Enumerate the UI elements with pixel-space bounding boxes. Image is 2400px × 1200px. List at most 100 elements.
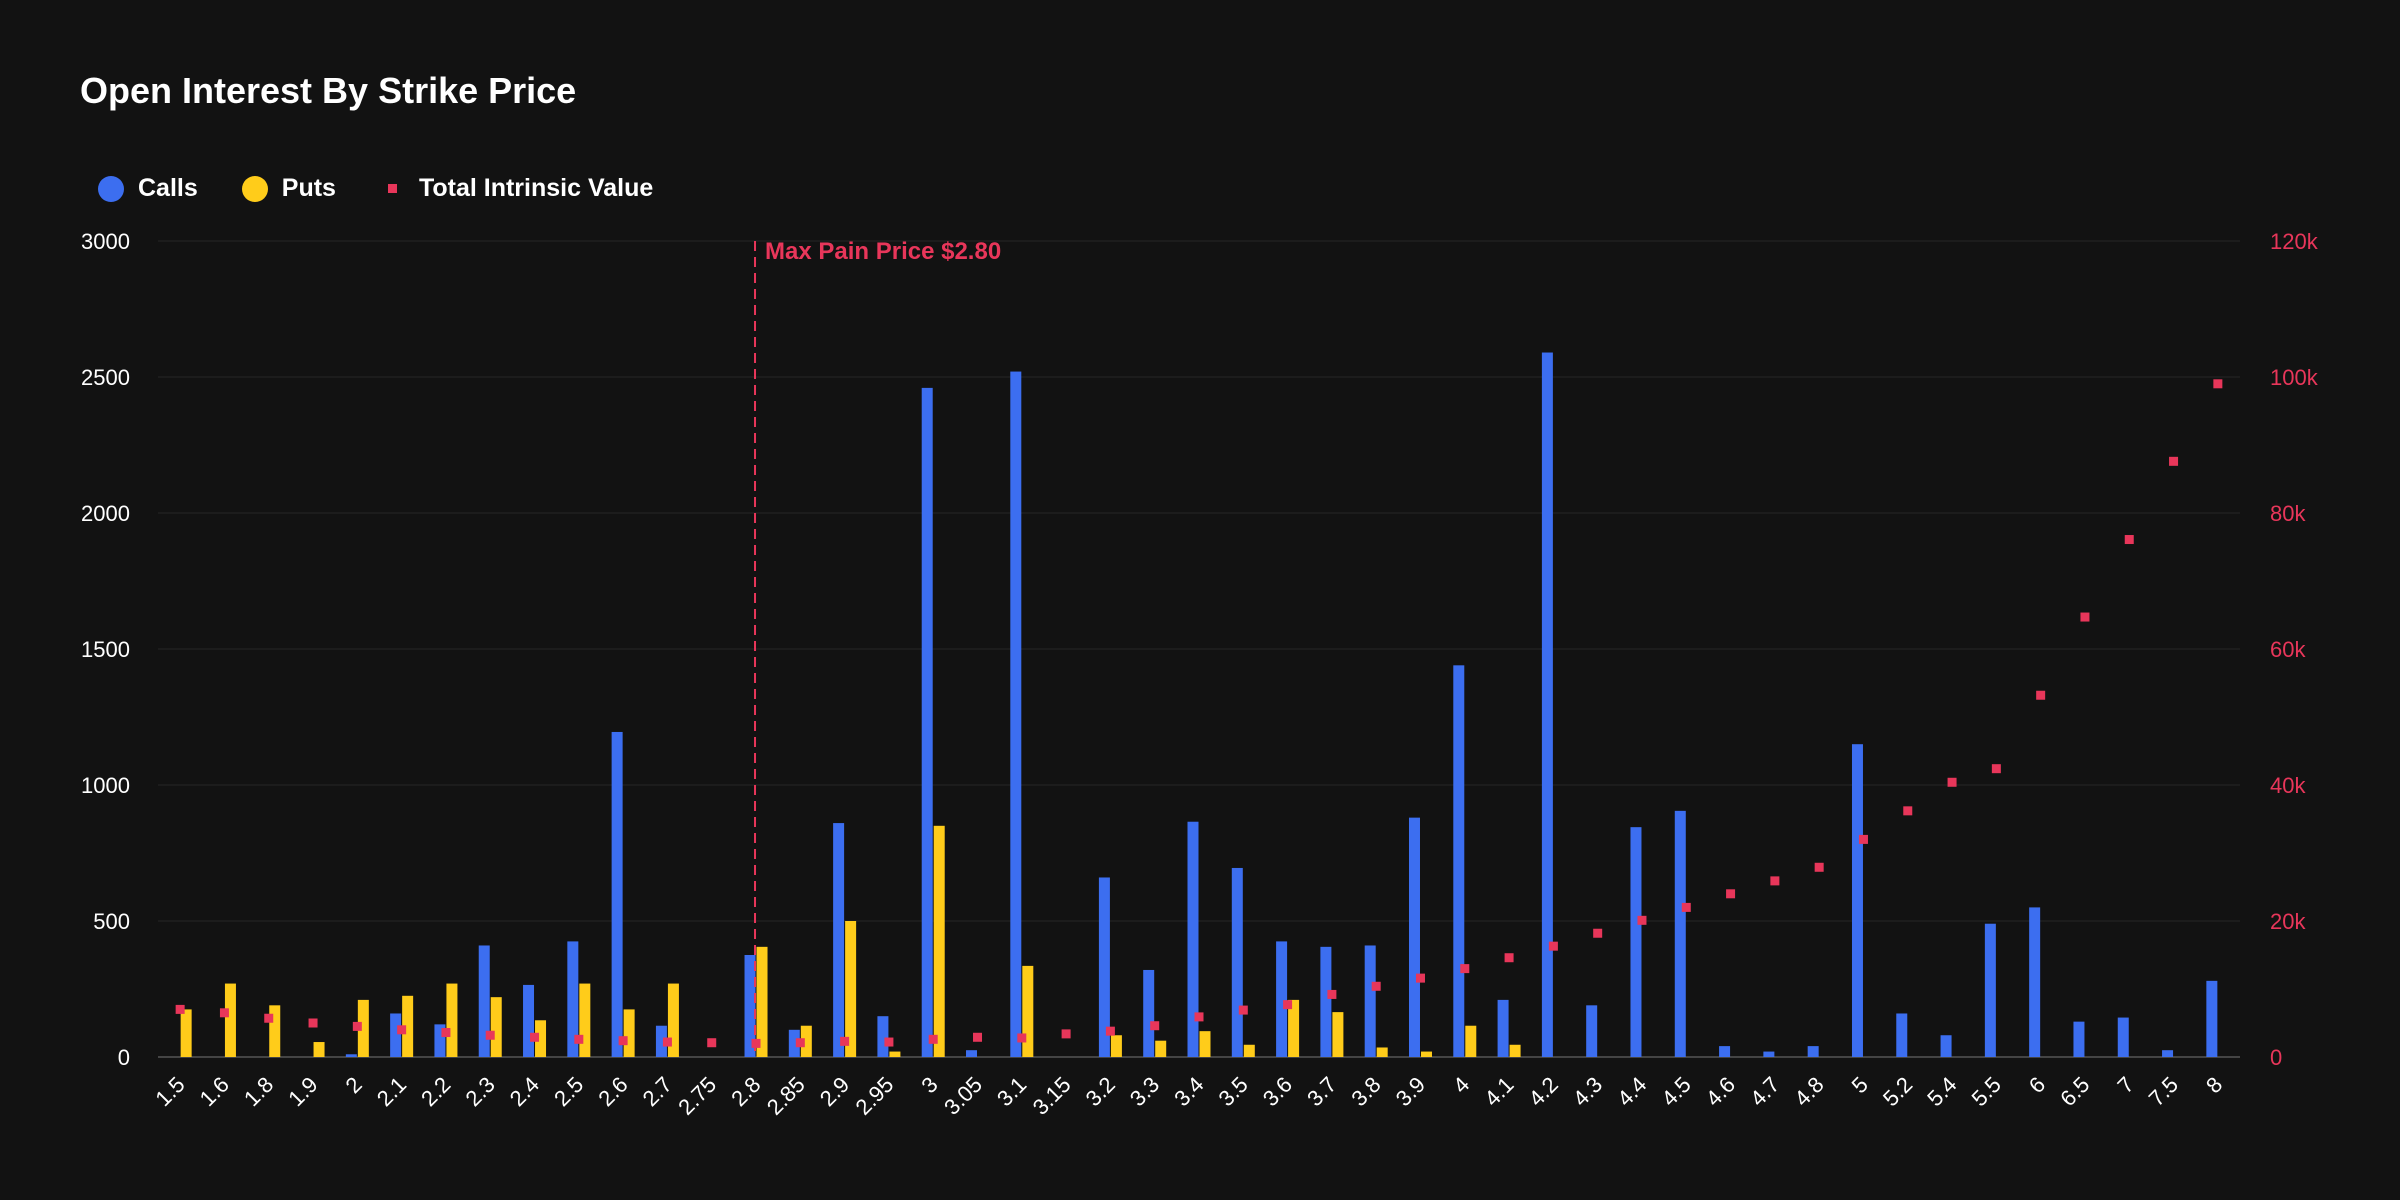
intrinsic-point[interactable] (928, 1034, 938, 1044)
intrinsic-point[interactable] (1283, 1000, 1293, 1010)
puts-bar[interactable] (1022, 965, 1034, 1057)
intrinsic-point[interactable] (485, 1030, 495, 1040)
calls-bar[interactable] (1364, 945, 1376, 1057)
calls-bar[interactable] (390, 1013, 402, 1057)
calls-bar[interactable] (1497, 999, 1509, 1057)
intrinsic-point[interactable] (397, 1025, 407, 1035)
intrinsic-point[interactable] (530, 1032, 540, 1042)
intrinsic-point[interactable] (308, 1018, 318, 1028)
calls-bar[interactable] (1807, 1046, 1819, 1057)
intrinsic-point[interactable] (707, 1038, 717, 1048)
calls-bar[interactable] (877, 1016, 889, 1057)
intrinsic-point[interactable] (618, 1036, 628, 1046)
puts-bar[interactable] (1199, 1031, 1211, 1057)
intrinsic-point[interactable] (441, 1028, 451, 1038)
puts-bar[interactable] (402, 995, 414, 1057)
calls-bar[interactable] (1453, 665, 1465, 1057)
intrinsic-point[interactable] (2080, 612, 2090, 622)
calls-bar[interactable] (1187, 821, 1199, 1057)
calls-bar[interactable] (788, 1029, 800, 1057)
intrinsic-point[interactable] (1814, 862, 1824, 872)
calls-bar[interactable] (2117, 1017, 2129, 1057)
puts-bar[interactable] (535, 1020, 547, 1057)
puts-bar[interactable] (224, 983, 236, 1057)
intrinsic-point[interactable] (1858, 834, 1868, 844)
intrinsic-point[interactable] (2169, 456, 2179, 466)
intrinsic-point[interactable] (2036, 690, 2046, 700)
legend-item-puts[interactable]: Puts (241, 174, 336, 203)
calls-bar[interactable] (921, 387, 933, 1057)
calls-bar[interactable] (1231, 867, 1243, 1057)
calls-bar[interactable] (1896, 1013, 1908, 1057)
intrinsic-point[interactable] (795, 1038, 805, 1048)
intrinsic-point[interactable] (1415, 973, 1425, 983)
puts-bar[interactable] (1332, 1012, 1344, 1057)
legend-item-calls[interactable]: Calls (98, 174, 198, 203)
intrinsic-point[interactable] (1548, 941, 1558, 951)
intrinsic-point[interactable] (973, 1032, 983, 1042)
puts-bar[interactable] (313, 1042, 325, 1057)
puts-bar[interactable] (623, 1009, 635, 1057)
intrinsic-point[interactable] (1327, 989, 1337, 999)
intrinsic-point[interactable] (1991, 764, 2001, 774)
intrinsic-point[interactable] (1105, 1026, 1115, 1036)
intrinsic-point[interactable] (1593, 928, 1603, 938)
puts-bar[interactable] (1465, 1025, 1477, 1057)
calls-bar[interactable] (2073, 1021, 2085, 1057)
puts-bar[interactable] (756, 946, 768, 1057)
calls-bar[interactable] (1674, 810, 1686, 1057)
calls-bar[interactable] (2029, 907, 2041, 1057)
calls-bar[interactable] (478, 945, 490, 1057)
intrinsic-point[interactable] (1770, 876, 1780, 886)
calls-bar[interactable] (833, 823, 845, 1057)
calls-bar[interactable] (1143, 969, 1155, 1057)
calls-bar[interactable] (1984, 923, 1996, 1057)
intrinsic-point[interactable] (662, 1037, 672, 1047)
calls-bar[interactable] (345, 1054, 357, 1057)
puts-bar[interactable] (845, 921, 857, 1057)
calls-bar[interactable] (744, 955, 756, 1057)
intrinsic-point[interactable] (1947, 777, 1957, 787)
calls-bar[interactable] (1276, 941, 1288, 1057)
legend-item-intrinsic[interactable]: Total Intrinsic Value (380, 174, 653, 203)
calls-bar[interactable] (1541, 352, 1553, 1057)
intrinsic-point[interactable] (840, 1036, 850, 1046)
puts-bar[interactable] (1376, 1047, 1388, 1057)
calls-bar[interactable] (611, 731, 623, 1057)
calls-bar[interactable] (523, 984, 535, 1057)
puts-bar[interactable] (1110, 1035, 1122, 1057)
calls-bar[interactable] (655, 1025, 667, 1057)
calls-bar[interactable] (966, 1050, 978, 1057)
calls-bar[interactable] (1098, 877, 1110, 1057)
intrinsic-point[interactable] (1460, 964, 1470, 974)
calls-bar[interactable] (1586, 1005, 1598, 1057)
puts-bar[interactable] (933, 825, 945, 1057)
puts-bar[interactable] (889, 1051, 901, 1057)
intrinsic-point[interactable] (884, 1037, 894, 1047)
calls-bar[interactable] (567, 941, 579, 1057)
calls-bar[interactable] (1719, 1046, 1731, 1057)
puts-bar[interactable] (490, 997, 502, 1057)
puts-bar[interactable] (800, 1025, 812, 1057)
puts-bar[interactable] (1509, 1044, 1521, 1057)
intrinsic-point[interactable] (1903, 806, 1913, 816)
intrinsic-point[interactable] (1637, 915, 1647, 925)
intrinsic-point[interactable] (1061, 1029, 1071, 1039)
intrinsic-point[interactable] (219, 1008, 229, 1018)
calls-bar[interactable] (2206, 980, 2218, 1057)
intrinsic-point[interactable] (1726, 889, 1736, 899)
calls-bar[interactable] (1630, 827, 1642, 1057)
intrinsic-point[interactable] (1371, 981, 1381, 991)
intrinsic-point[interactable] (352, 1021, 362, 1031)
calls-bar[interactable] (1763, 1051, 1775, 1057)
calls-bar[interactable] (1851, 744, 1863, 1057)
intrinsic-point[interactable] (2124, 535, 2134, 545)
intrinsic-point[interactable] (2213, 379, 2223, 389)
calls-bar[interactable] (434, 1024, 446, 1057)
puts-bar[interactable] (1288, 999, 1300, 1057)
puts-bar[interactable] (579, 983, 591, 1057)
intrinsic-point[interactable] (1681, 902, 1691, 912)
intrinsic-point[interactable] (1194, 1012, 1204, 1022)
puts-bar[interactable] (667, 983, 679, 1057)
calls-bar[interactable] (1320, 946, 1332, 1057)
